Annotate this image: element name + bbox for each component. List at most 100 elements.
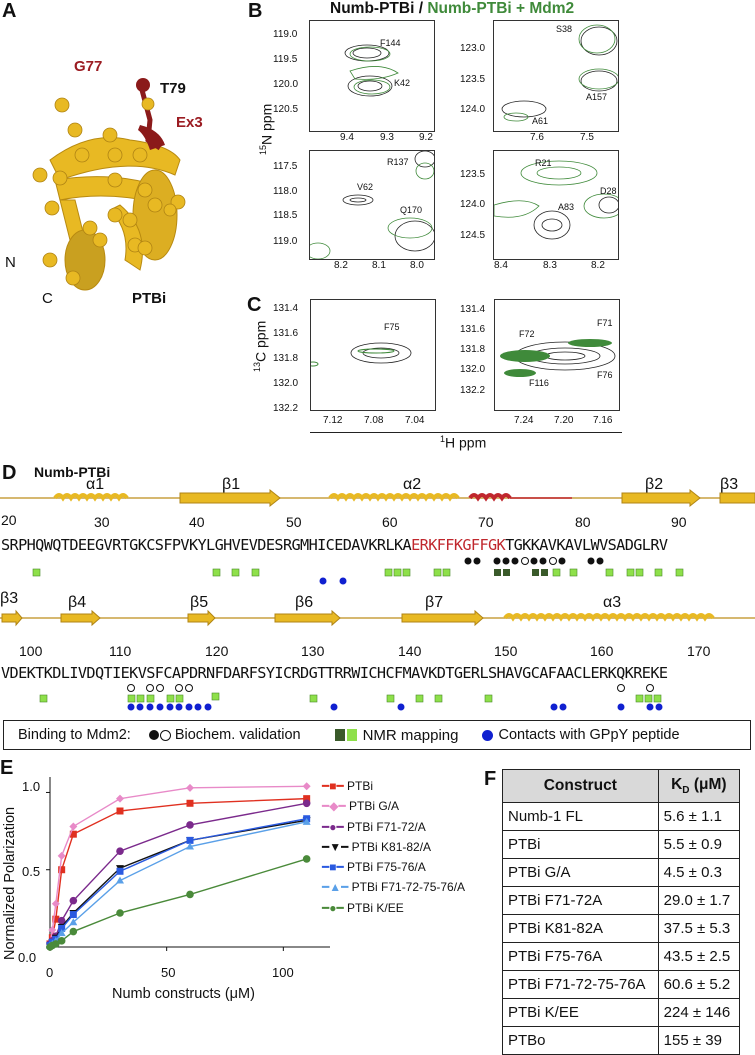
ytick: 131.8 (273, 353, 299, 364)
construct-cell: PTBi K/EE (502, 998, 659, 1027)
spectrum-b2 (493, 20, 620, 132)
table-row: Numb-1 FL 5.6 ± 1.1 (502, 802, 741, 831)
kd-cell: 5.6 ± 1.1 (657, 802, 741, 831)
xtick: 7.6 (530, 132, 544, 143)
peak-label: R137 (387, 157, 409, 167)
peak-label: A157 (586, 92, 608, 102)
panel-b-title: Numb-PTBi / Numb-PTBi + Mdm2 (330, 0, 574, 18)
spectrum-c2 (494, 299, 620, 411)
table-row: PTBo 155 ± 39 (502, 1026, 741, 1055)
panel-d-label: D (2, 462, 17, 484)
xtick: 7.5 (580, 132, 594, 143)
binding-legend: Binding to Mdm2: Biochem. validation NMR… (3, 720, 751, 750)
kd-cell: 37.5 ± 5.3 (657, 914, 741, 943)
ss-label: β1 (222, 476, 241, 493)
construct-cell: PTBi F75-76A (502, 942, 659, 971)
peak-label: V62 (357, 182, 374, 192)
ss-label: β7 (425, 594, 444, 611)
ytick: 119.0 (273, 29, 298, 40)
ytick: 118.5 (273, 210, 298, 221)
residue-number: 30 (94, 514, 110, 530)
xtick: 9.4 (340, 132, 354, 143)
legend-biochem: Biochem. validation (174, 727, 301, 743)
peak-label: F116 (529, 378, 549, 388)
ytick: 120.5 (273, 104, 299, 115)
residue-number: 130 (301, 643, 325, 659)
ytick: 132.2 (460, 385, 486, 396)
ytick: 131.4 (460, 304, 486, 315)
xtick: 7.04 (405, 415, 425, 426)
table-row: PTBi F71-72A 29.0 ± 1.7 (502, 886, 741, 915)
ytick: 131.8 (460, 344, 486, 355)
xtick: 8.2 (334, 260, 348, 271)
legend-item: ━■━ PTBi F75-76/A (322, 860, 426, 875)
ytick: 120.0 (273, 79, 299, 90)
panel-a-label: A (2, 0, 17, 22)
ytick: 124.0 (460, 199, 486, 210)
kd-cell: 4.5 ± 0.3 (657, 858, 741, 887)
ex3-label: Ex3 (176, 114, 203, 131)
residue-number: 80 (575, 514, 591, 530)
ytick: 123.0 (460, 43, 486, 54)
xtick: 7.08 (364, 415, 384, 426)
kd-cell: 155 ± 39 (657, 1026, 741, 1055)
peak-label: Q170 (400, 205, 423, 215)
ss-label: β5 (190, 594, 209, 611)
peak-label: S38 (556, 24, 573, 34)
kd-cell: 43.5 ± 2.5 (657, 942, 741, 971)
panel-d-title: Numb-PTBi (34, 464, 111, 480)
spectrum-b4 (493, 150, 625, 260)
sequence-segment: SRPHQWQTDEEGVRTGKCSFPVKYLGHVEVDESRGMHICE… (1, 536, 412, 554)
g77-label: G77 (74, 58, 103, 75)
panel-b-label: B (248, 0, 263, 22)
xtick: 7.20 (554, 415, 574, 426)
table-row: PTBi G/A 4.5 ± 0.3 (502, 858, 741, 887)
ytick: 131.6 (460, 324, 486, 335)
ss-label: α3 (603, 594, 622, 611)
legend-item: ━●━ PTBi F71-72/A (322, 819, 426, 834)
light-square-icon (346, 729, 357, 741)
table-row: PTBi K/EE 224 ± 146 (502, 998, 741, 1027)
ytick: 119.0 (273, 236, 298, 247)
peak-label: D28 (600, 186, 617, 196)
spectrum-b1 (309, 20, 435, 132)
peak-label: A83 (558, 202, 575, 212)
construct-cell: PTBi K81-82A (502, 914, 659, 943)
column-header-kd: KD (μM) (657, 769, 741, 803)
panel-e-label: E (0, 757, 14, 779)
secondary-structure-row1 (0, 488, 755, 508)
xtick: 9.3 (380, 132, 394, 143)
chart-xlabel: Numb constructs (μM) (112, 986, 255, 1002)
ytick: 131.6 (273, 328, 299, 339)
ytick: 132.2 (273, 403, 299, 414)
chart-ylabel: Normalized Polarization (2, 806, 18, 960)
panel-c-label: C (247, 294, 262, 316)
xtick: 8.3 (543, 260, 557, 271)
residue-number: 170 (687, 643, 711, 659)
ytick: 117.5 (273, 161, 298, 172)
xtick: 9.2 (419, 132, 433, 143)
residue-number: 70 (478, 514, 494, 530)
xtick: 7.24 (514, 415, 534, 426)
xtick: 7.12 (323, 415, 343, 426)
sequence-segment: TGKKAVKAVLWVSADGLRV (505, 536, 668, 554)
peak-label: R21 (535, 158, 552, 168)
xtick: 8.2 (591, 260, 605, 271)
xtick: 8.1 (372, 260, 386, 271)
peak-label: F71 (597, 318, 613, 328)
secondary-structure-row2 (0, 609, 755, 627)
peak-label: F72 (519, 329, 535, 339)
residue-number: 110 (109, 643, 132, 659)
spectrum-c1 (307, 299, 436, 411)
residue-number: 40 (189, 514, 205, 530)
xtick: 50 (161, 965, 176, 980)
residue-number: 120 (205, 643, 229, 659)
ss-label: β2 (645, 476, 664, 493)
residue-number: 160 (590, 643, 614, 659)
t79-label: T79 (160, 80, 186, 97)
open-circle-icon (159, 729, 171, 741)
ss-label: α1 (86, 476, 105, 493)
ytick: 1.0 (22, 779, 41, 794)
kd-cell: 60.6 ± 5.2 (657, 970, 741, 999)
ex3-sequence: ERKFFKGFFGK (411, 536, 506, 554)
